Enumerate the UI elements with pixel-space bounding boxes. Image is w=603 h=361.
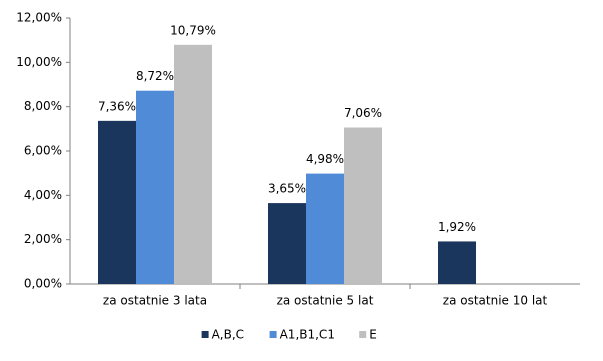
y-tick-label: 8,00%	[24, 99, 62, 113]
data-label: 8,72%	[136, 69, 174, 83]
legend-swatch	[359, 331, 367, 338]
data-label: 10,79%	[170, 23, 216, 37]
bar	[344, 127, 382, 285]
x-tick-label: za ostatnie 10 lat	[443, 294, 548, 308]
legend-label: A1,B1,C1	[280, 328, 335, 342]
y-tick-label: 10,00%	[16, 55, 62, 69]
bar	[174, 44, 212, 284]
legend-swatch	[269, 331, 277, 338]
y-tick-label: 2,00%	[24, 232, 62, 246]
y-tick-label: 0,00%	[24, 277, 62, 291]
bar	[268, 203, 306, 284]
legend-label: A,B,C	[212, 328, 244, 342]
legend-swatch	[201, 331, 209, 338]
x-tick-label: za ostatnie 5 lat	[277, 294, 374, 308]
y-tick-label: 12,00%	[16, 11, 62, 25]
bar	[438, 241, 476, 284]
data-label: 4,98%	[306, 152, 344, 166]
y-tick-label: 6,00%	[24, 144, 62, 158]
y-tick-label: 4,00%	[24, 188, 62, 202]
bar	[306, 173, 344, 284]
data-label: 7,06%	[344, 106, 382, 120]
legend-label: E	[369, 328, 377, 342]
data-label: 3,65%	[268, 182, 306, 196]
x-tick-label: za ostatnie 3 lata	[103, 294, 207, 308]
bar	[98, 120, 136, 284]
data-label: 1,92%	[438, 220, 476, 234]
bar	[136, 90, 174, 284]
data-label: 7,36%	[98, 99, 136, 113]
